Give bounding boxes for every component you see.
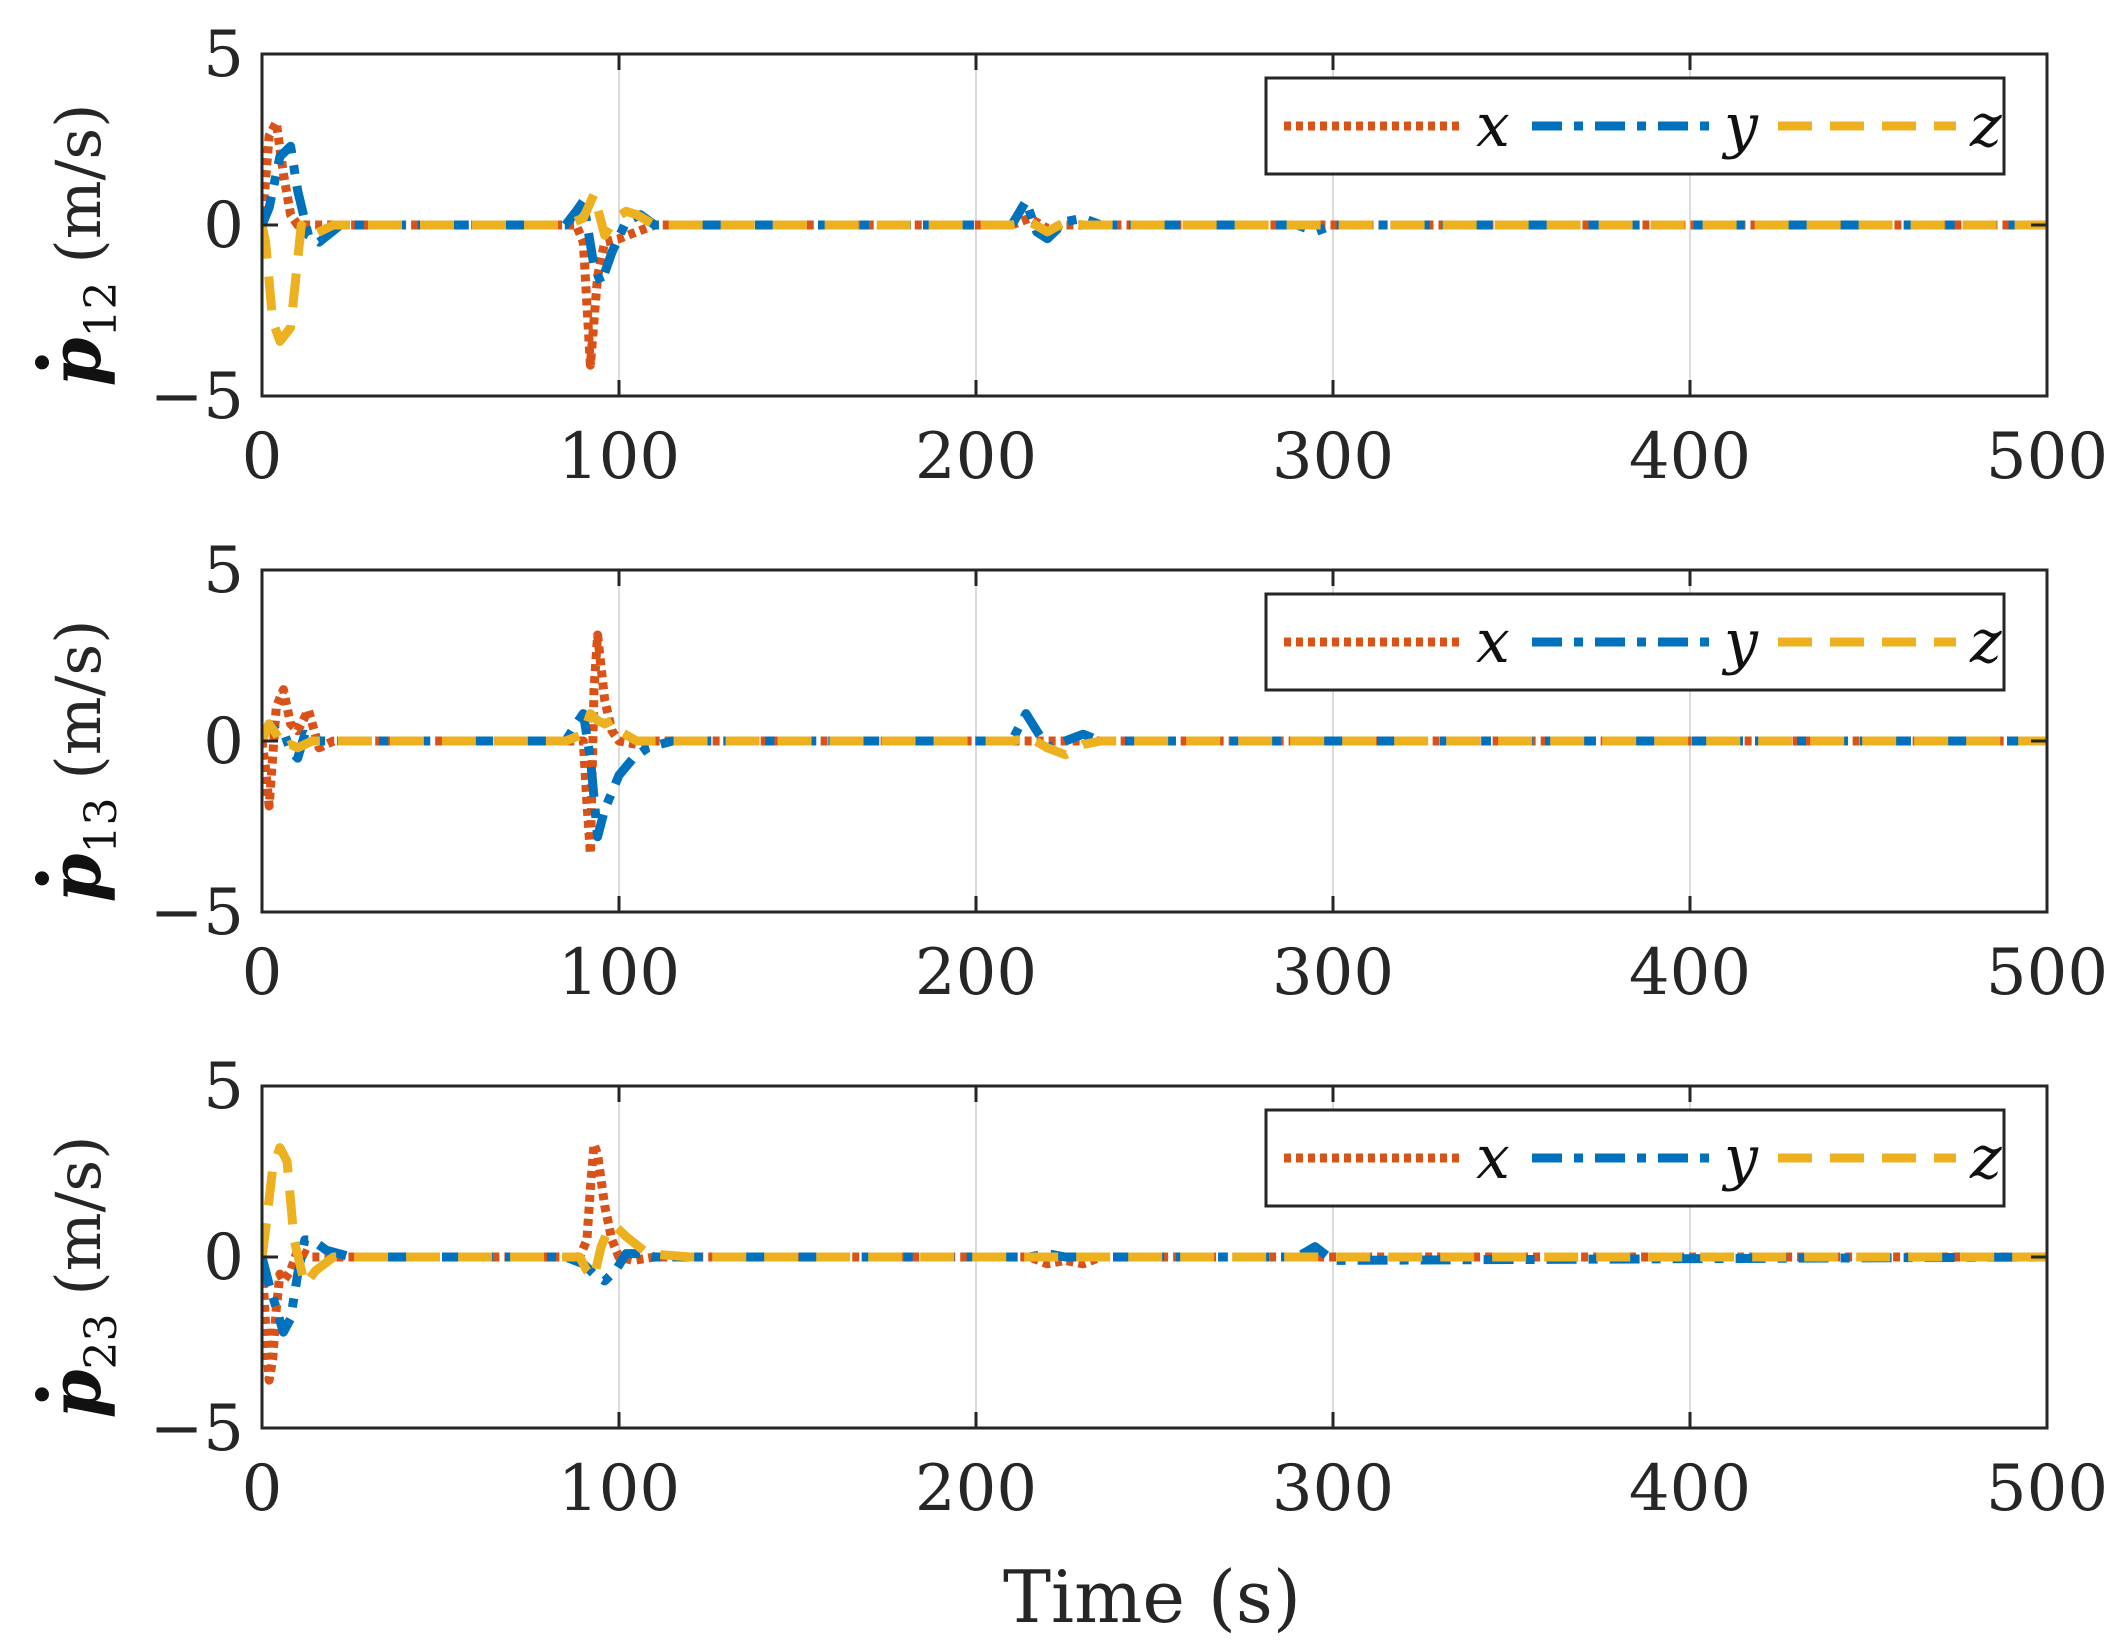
legend: x y z bbox=[1264, 76, 2006, 176]
x-tick-label: 300 bbox=[1272, 936, 1394, 1010]
legend-label-y: y bbox=[1721, 1123, 1759, 1193]
y-tick-label: 0 bbox=[203, 1221, 244, 1295]
x-tick-label: 400 bbox=[1629, 1452, 1751, 1526]
legend-label-z: z bbox=[1969, 607, 2002, 677]
y-tick-label: −5 bbox=[150, 1392, 244, 1466]
y-tick-label: 5 bbox=[203, 1050, 244, 1124]
derivative-dot bbox=[35, 871, 49, 886]
y-axis-label: p13(m/s) bbox=[34, 620, 127, 903]
y-axis-label-text: p13(m/s) bbox=[34, 620, 127, 903]
y-axis-label: p23(m/s) bbox=[34, 1136, 127, 1419]
x-tick-label: 0 bbox=[242, 936, 283, 1010]
x-tick-label: 400 bbox=[1629, 936, 1751, 1010]
x-tick-label: 200 bbox=[915, 420, 1037, 494]
x-tick-label: 200 bbox=[915, 936, 1037, 1010]
legend-label-x: x bbox=[1476, 91, 1510, 161]
y-tick-label: 0 bbox=[203, 189, 244, 263]
series-line-z bbox=[262, 189, 2047, 346]
x-tick-label: 500 bbox=[1986, 1452, 2108, 1526]
legend-label-y: y bbox=[1721, 607, 1759, 677]
y-label-subscript: 12 bbox=[76, 281, 127, 337]
series-line-z bbox=[262, 1143, 2047, 1289]
x-tick-label: 100 bbox=[558, 420, 680, 494]
legend: x y z bbox=[1264, 592, 2006, 692]
series-group bbox=[262, 1139, 2047, 1385]
y-tick-label: 5 bbox=[203, 534, 244, 608]
legend-box bbox=[1264, 1108, 2006, 1208]
legend-label-x: x bbox=[1476, 1123, 1510, 1193]
y-tick-label: 0 bbox=[203, 705, 244, 779]
x-tick-label: 500 bbox=[1986, 936, 2108, 1010]
y-label-subscript: 13 bbox=[76, 797, 127, 853]
series-group bbox=[262, 117, 2047, 370]
x-tick-label: 100 bbox=[558, 936, 680, 1010]
y-label-unit: (m/s) bbox=[42, 104, 115, 264]
series-group bbox=[262, 630, 2047, 859]
y-tick-label: −5 bbox=[150, 876, 244, 950]
x-tick-label: 0 bbox=[242, 1452, 283, 1526]
x-tick-label: 400 bbox=[1629, 420, 1751, 494]
x-tick-label: 500 bbox=[1986, 420, 2108, 494]
legend-box bbox=[1264, 76, 2006, 176]
derivative-dot bbox=[35, 1387, 49, 1402]
y-axis-label: p12(m/s) bbox=[34, 104, 127, 387]
legend-label-y: y bbox=[1721, 91, 1759, 161]
legend-label-z: z bbox=[1969, 91, 2002, 161]
legend-label-x: x bbox=[1476, 607, 1510, 677]
y-axis-label-text: p12(m/s) bbox=[34, 104, 127, 387]
x-tick-label: 100 bbox=[558, 1452, 680, 1526]
y-label-unit: (m/s) bbox=[42, 620, 115, 780]
series-line-y bbox=[262, 141, 2047, 288]
x-tick-label: 300 bbox=[1272, 420, 1394, 494]
x-tick-label: 300 bbox=[1272, 1452, 1394, 1526]
series-line-x bbox=[262, 117, 2047, 370]
y-label-subscript: 23 bbox=[76, 1313, 127, 1369]
x-tick-label: 200 bbox=[915, 1452, 1037, 1526]
legend-box bbox=[1264, 592, 2006, 692]
y-axis-label-text: p23(m/s) bbox=[34, 1136, 127, 1419]
series-line-y bbox=[262, 1235, 2047, 1337]
x-axis-label: Time (s) bbox=[1003, 1555, 1301, 1639]
y-tick-label: 5 bbox=[203, 18, 244, 92]
derivative-dot bbox=[35, 355, 49, 370]
y-tick-label: −5 bbox=[150, 360, 244, 434]
y-label-unit: (m/s) bbox=[42, 1136, 115, 1296]
x-tick-label: 0 bbox=[242, 420, 283, 494]
legend: x y z bbox=[1264, 1108, 2006, 1208]
series-line-y bbox=[262, 709, 2047, 842]
series-line-z bbox=[262, 709, 2047, 760]
legend-label-z: z bbox=[1969, 1123, 2002, 1193]
